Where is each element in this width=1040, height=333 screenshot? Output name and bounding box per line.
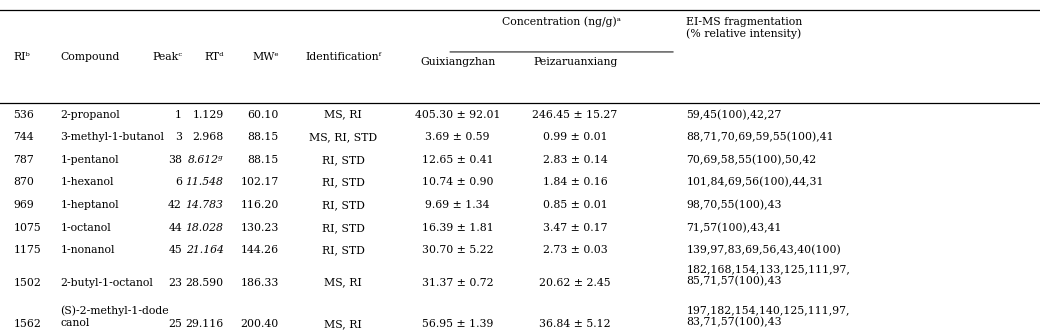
Text: 1075: 1075 xyxy=(14,223,42,233)
Text: 2.968: 2.968 xyxy=(192,132,224,142)
Text: 16.39 ± 1.81: 16.39 ± 1.81 xyxy=(422,223,493,233)
Text: Compound: Compound xyxy=(60,52,120,62)
Text: 3-methyl-1-butanol: 3-methyl-1-butanol xyxy=(60,132,164,142)
Text: MS, RI, STD: MS, RI, STD xyxy=(309,132,378,142)
Text: 101,84,69,56(100),44,31: 101,84,69,56(100),44,31 xyxy=(686,177,824,188)
Text: 38: 38 xyxy=(168,155,182,165)
Text: Concentration (ng/g)ᵃ: Concentration (ng/g)ᵃ xyxy=(502,17,621,27)
Text: 18.028: 18.028 xyxy=(186,223,224,233)
Text: 139,97,83,69,56,43,40(100): 139,97,83,69,56,43,40(100) xyxy=(686,245,841,256)
Text: Peizaruanxiang: Peizaruanxiang xyxy=(532,57,618,67)
Text: 787: 787 xyxy=(14,155,34,165)
Text: 200.40: 200.40 xyxy=(240,319,279,329)
Text: 3: 3 xyxy=(175,132,182,142)
Text: RI, STD: RI, STD xyxy=(321,245,365,255)
Text: RI, STD: RI, STD xyxy=(321,223,365,233)
Text: 1502: 1502 xyxy=(14,277,42,288)
Text: RTᵈ: RTᵈ xyxy=(204,52,224,62)
Text: 2.73 ± 0.03: 2.73 ± 0.03 xyxy=(543,245,607,255)
Text: 102.17: 102.17 xyxy=(240,177,279,187)
Text: 23: 23 xyxy=(168,277,182,288)
Text: 98,70,55(100),43: 98,70,55(100),43 xyxy=(686,200,782,210)
Text: 1: 1 xyxy=(175,110,182,120)
Text: 56.95 ± 1.39: 56.95 ± 1.39 xyxy=(422,319,493,329)
Text: 29.116: 29.116 xyxy=(185,319,224,329)
Text: 30.70 ± 5.22: 30.70 ± 5.22 xyxy=(422,245,493,255)
Text: 71,57(100),43,41: 71,57(100),43,41 xyxy=(686,222,782,233)
Text: 9.69 ± 1.34: 9.69 ± 1.34 xyxy=(425,200,490,210)
Text: 197,182,154,140,125,111,97,
83,71,57(100),43: 197,182,154,140,125,111,97, 83,71,57(100… xyxy=(686,305,850,327)
Text: 21.164: 21.164 xyxy=(186,245,224,255)
Text: 1.84 ± 0.16: 1.84 ± 0.16 xyxy=(543,177,607,187)
Text: Peakᶜ: Peakᶜ xyxy=(152,52,182,62)
Text: 45: 45 xyxy=(168,245,182,255)
Text: 88,71,70,69,59,55(100),41: 88,71,70,69,59,55(100),41 xyxy=(686,132,834,143)
Text: 246.45 ± 15.27: 246.45 ± 15.27 xyxy=(532,110,618,120)
Text: 88.15: 88.15 xyxy=(248,155,279,165)
Text: 969: 969 xyxy=(14,200,34,210)
Text: 1-hexanol: 1-hexanol xyxy=(60,177,113,187)
Text: 6: 6 xyxy=(175,177,182,187)
Text: 11.548: 11.548 xyxy=(186,177,224,187)
Text: 0.99 ± 0.01: 0.99 ± 0.01 xyxy=(543,132,607,142)
Text: 1-heptanol: 1-heptanol xyxy=(60,200,119,210)
Text: 870: 870 xyxy=(14,177,34,187)
Text: MS, RI: MS, RI xyxy=(324,319,362,329)
Text: 1-nonanol: 1-nonanol xyxy=(60,245,114,255)
Text: 42: 42 xyxy=(168,200,182,210)
Text: 144.26: 144.26 xyxy=(240,245,279,255)
Text: 3.69 ± 0.59: 3.69 ± 0.59 xyxy=(425,132,490,142)
Text: 1-pentanol: 1-pentanol xyxy=(60,155,119,165)
Text: 2.83 ± 0.14: 2.83 ± 0.14 xyxy=(543,155,607,165)
Text: 12.65 ± 0.41: 12.65 ± 0.41 xyxy=(422,155,493,165)
Text: 70,69,58,55(100),50,42: 70,69,58,55(100),50,42 xyxy=(686,155,816,165)
Text: 1175: 1175 xyxy=(14,245,42,255)
Text: 130.23: 130.23 xyxy=(240,223,279,233)
Text: 2-butyl-1-octanol: 2-butyl-1-octanol xyxy=(60,277,153,288)
Text: Identificationᶠ: Identificationᶠ xyxy=(305,52,382,62)
Text: 60.10: 60.10 xyxy=(248,110,279,120)
Text: 744: 744 xyxy=(14,132,34,142)
Text: MWᵉ: MWᵉ xyxy=(252,52,279,62)
Text: 44: 44 xyxy=(168,223,182,233)
Text: RI, STD: RI, STD xyxy=(321,200,365,210)
Text: RI, STD: RI, STD xyxy=(321,155,365,165)
Text: 88.15: 88.15 xyxy=(248,132,279,142)
Text: MS, RI: MS, RI xyxy=(324,110,362,120)
Text: 28.590: 28.590 xyxy=(185,277,224,288)
Text: 2-propanol: 2-propanol xyxy=(60,110,120,120)
Text: (S)-2-methyl-1-dode
canol: (S)-2-methyl-1-dode canol xyxy=(60,305,168,328)
Text: 31.37 ± 0.72: 31.37 ± 0.72 xyxy=(422,277,493,288)
Text: 36.84 ± 5.12: 36.84 ± 5.12 xyxy=(540,319,610,329)
Text: EI-MS fragmentation
(% relative intensity): EI-MS fragmentation (% relative intensit… xyxy=(686,17,803,39)
Text: MS, RI: MS, RI xyxy=(324,277,362,288)
Text: 186.33: 186.33 xyxy=(240,277,279,288)
Text: 1-octanol: 1-octanol xyxy=(60,223,111,233)
Text: 20.62 ± 2.45: 20.62 ± 2.45 xyxy=(540,277,610,288)
Text: RIᵇ: RIᵇ xyxy=(14,52,30,62)
Text: 1.129: 1.129 xyxy=(192,110,224,120)
Text: 1562: 1562 xyxy=(14,319,42,329)
Text: RI, STD: RI, STD xyxy=(321,177,365,187)
Text: 116.20: 116.20 xyxy=(240,200,279,210)
Text: 0.85 ± 0.01: 0.85 ± 0.01 xyxy=(543,200,607,210)
Text: 182,168,154,133,125,111,97,
85,71,57(100),43: 182,168,154,133,125,111,97, 85,71,57(100… xyxy=(686,264,851,286)
Text: 10.74 ± 0.90: 10.74 ± 0.90 xyxy=(422,177,493,187)
Text: 3.47 ± 0.17: 3.47 ± 0.17 xyxy=(543,223,607,233)
Text: 59,45(100),42,27: 59,45(100),42,27 xyxy=(686,109,782,120)
Text: Guixiangzhan: Guixiangzhan xyxy=(420,57,495,67)
Text: 536: 536 xyxy=(14,110,34,120)
Text: 14.783: 14.783 xyxy=(186,200,224,210)
Text: 25: 25 xyxy=(168,319,182,329)
Text: 8.612ᵍ: 8.612ᵍ xyxy=(188,155,224,165)
Text: 405.30 ± 92.01: 405.30 ± 92.01 xyxy=(415,110,500,120)
